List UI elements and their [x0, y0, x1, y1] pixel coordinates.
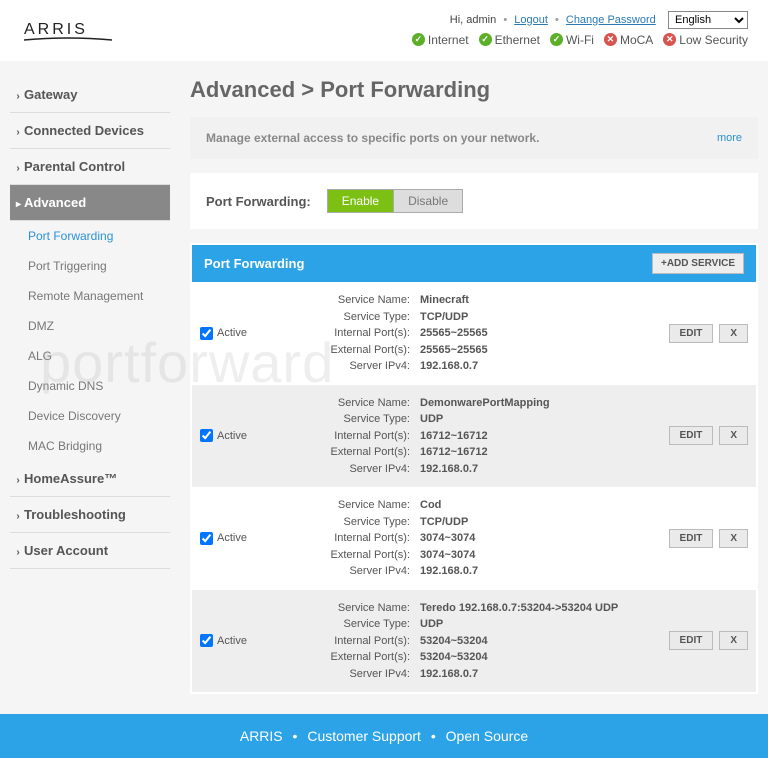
x-icon: ✕	[663, 33, 676, 46]
brand-logo: ARRIS	[24, 16, 112, 49]
description-bar: Manage external access to specific ports…	[190, 117, 758, 159]
active-label: Active	[217, 532, 247, 544]
active-label: Active	[217, 327, 247, 339]
sub-nav-mac-bridging[interactable]: MAC Bridging	[10, 431, 170, 461]
nav-item-parental-control[interactable]: ›Parental Control	[10, 149, 170, 185]
separator: •	[503, 14, 507, 26]
footer-support-link[interactable]: Customer Support	[307, 728, 421, 744]
nav-item-troubleshooting[interactable]: ›Troubleshooting	[10, 497, 170, 533]
active-label: Active	[217, 430, 247, 442]
row-values: MinecraftTCP/UDP25565~2556525565~2556519…	[410, 292, 648, 375]
active-checkbox[interactable]	[200, 634, 213, 647]
sub-nav-port-forwarding[interactable]: Port Forwarding	[10, 221, 170, 251]
active-checkbox[interactable]	[200, 327, 213, 340]
toggle-label: Port Forwarding:	[206, 194, 311, 209]
greeting-text: Hi, admin	[450, 14, 496, 26]
sub-nav-device-discovery[interactable]: Device Discovery	[10, 401, 170, 431]
footer-bar: ARRIS • Customer Support • Open Source	[0, 714, 768, 758]
table-row: Active Service Name:Service Type:Internal…	[192, 590, 756, 693]
active-label: Active	[217, 635, 247, 647]
sub-nav-dynamic-dns[interactable]: Dynamic DNS	[10, 371, 170, 401]
logout-link[interactable]: Logout	[514, 14, 548, 26]
status-ethernet: ✓Ethernet	[479, 33, 540, 47]
status-label: Low Security	[679, 33, 748, 47]
svg-text:ARRIS: ARRIS	[24, 21, 88, 38]
status-label: Ethernet	[495, 33, 540, 47]
nav-item-advanced[interactable]: ▸Advanced	[10, 185, 170, 221]
edit-button[interactable]: EDIT	[669, 426, 714, 445]
status-moca: ✕MoCA	[604, 33, 653, 47]
row-labels: Service Name:Service Type:Internal Port(…	[280, 497, 410, 580]
status-internet: ✓Internet	[412, 33, 469, 47]
disable-button[interactable]: Disable	[393, 189, 463, 213]
nav-item-user-account[interactable]: ›User Account	[10, 533, 170, 569]
table-row: Active Service Name:Service Type:Internal…	[192, 385, 756, 488]
sub-nav-remote-management[interactable]: Remote Management	[10, 281, 170, 311]
table-row: Active Service Name:Service Type:Internal…	[192, 487, 756, 590]
status-low-security: ✕Low Security	[663, 33, 748, 47]
edit-button[interactable]: EDIT	[669, 529, 714, 548]
edit-button[interactable]: EDIT	[669, 324, 714, 343]
sidebar-nav: ›Gateway›Connected Devices›Parental Cont…	[10, 77, 170, 569]
edit-button[interactable]: EDIT	[669, 631, 714, 650]
enable-button[interactable]: Enable	[327, 189, 393, 213]
check-icon: ✓	[412, 33, 425, 46]
main-content: Advanced > Port Forwarding Manage extern…	[190, 77, 758, 694]
port-forwarding-table: Port Forwarding +ADD SERVICE Active Servi…	[190, 243, 758, 694]
nav-item-homeassure-[interactable]: ›HomeAssure™	[10, 461, 170, 497]
active-checkbox[interactable]	[200, 532, 213, 545]
delete-button[interactable]: X	[719, 324, 748, 343]
active-checkbox[interactable]	[200, 429, 213, 442]
separator: •	[555, 14, 559, 26]
row-labels: Service Name:Service Type:Internal Port(…	[280, 292, 410, 375]
sub-nav-dmz[interactable]: DMZ	[10, 311, 170, 341]
footer-opensource-link[interactable]: Open Source	[446, 728, 529, 744]
status-wi-fi: ✓Wi-Fi	[550, 33, 594, 47]
row-labels: Service Name:Service Type:Internal Port(…	[280, 395, 410, 478]
more-link[interactable]: more	[717, 132, 742, 144]
sub-nav-alg[interactable]: ALG	[10, 341, 170, 371]
nav-item-gateway[interactable]: ›Gateway	[10, 77, 170, 113]
status-line: ✓Internet✓Ethernet✓Wi-Fi✕MoCA✕Low Securi…	[406, 33, 748, 47]
table-row: Active Service Name:Service Type:Internal…	[192, 282, 756, 385]
status-label: Wi-Fi	[566, 33, 594, 47]
sub-nav-port-triggering[interactable]: Port Triggering	[10, 251, 170, 281]
description-text: Manage external access to specific ports…	[206, 131, 539, 145]
x-icon: ✕	[604, 33, 617, 46]
row-values: Teredo 192.168.0.7:53204->53204 UDPUDP53…	[410, 600, 648, 683]
header-bar: ARRIS Hi, admin • Logout • Change Passwo…	[0, 0, 768, 61]
row-labels: Service Name:Service Type:Internal Port(…	[280, 600, 410, 683]
page-title: Advanced > Port Forwarding	[190, 77, 758, 103]
delete-button[interactable]: X	[719, 529, 748, 548]
check-icon: ✓	[550, 33, 563, 46]
language-select[interactable]: English	[668, 11, 748, 29]
check-icon: ✓	[479, 33, 492, 46]
row-values: DemonwarePortMappingUDP16712~1671216712~…	[410, 395, 648, 478]
nav-item-connected-devices[interactable]: ›Connected Devices	[10, 113, 170, 149]
toggle-bar: Port Forwarding: Enable Disable	[190, 173, 758, 229]
delete-button[interactable]: X	[719, 426, 748, 445]
status-label: MoCA	[620, 33, 653, 47]
footer-brand: ARRIS	[240, 728, 283, 744]
row-values: CodTCP/UDP3074~30743074~3074192.168.0.7	[410, 497, 648, 580]
table-title: Port Forwarding	[204, 256, 304, 271]
add-service-button[interactable]: +ADD SERVICE	[652, 253, 744, 274]
change-password-link[interactable]: Change Password	[566, 14, 656, 26]
status-label: Internet	[428, 33, 469, 47]
delete-button[interactable]: X	[719, 631, 748, 650]
